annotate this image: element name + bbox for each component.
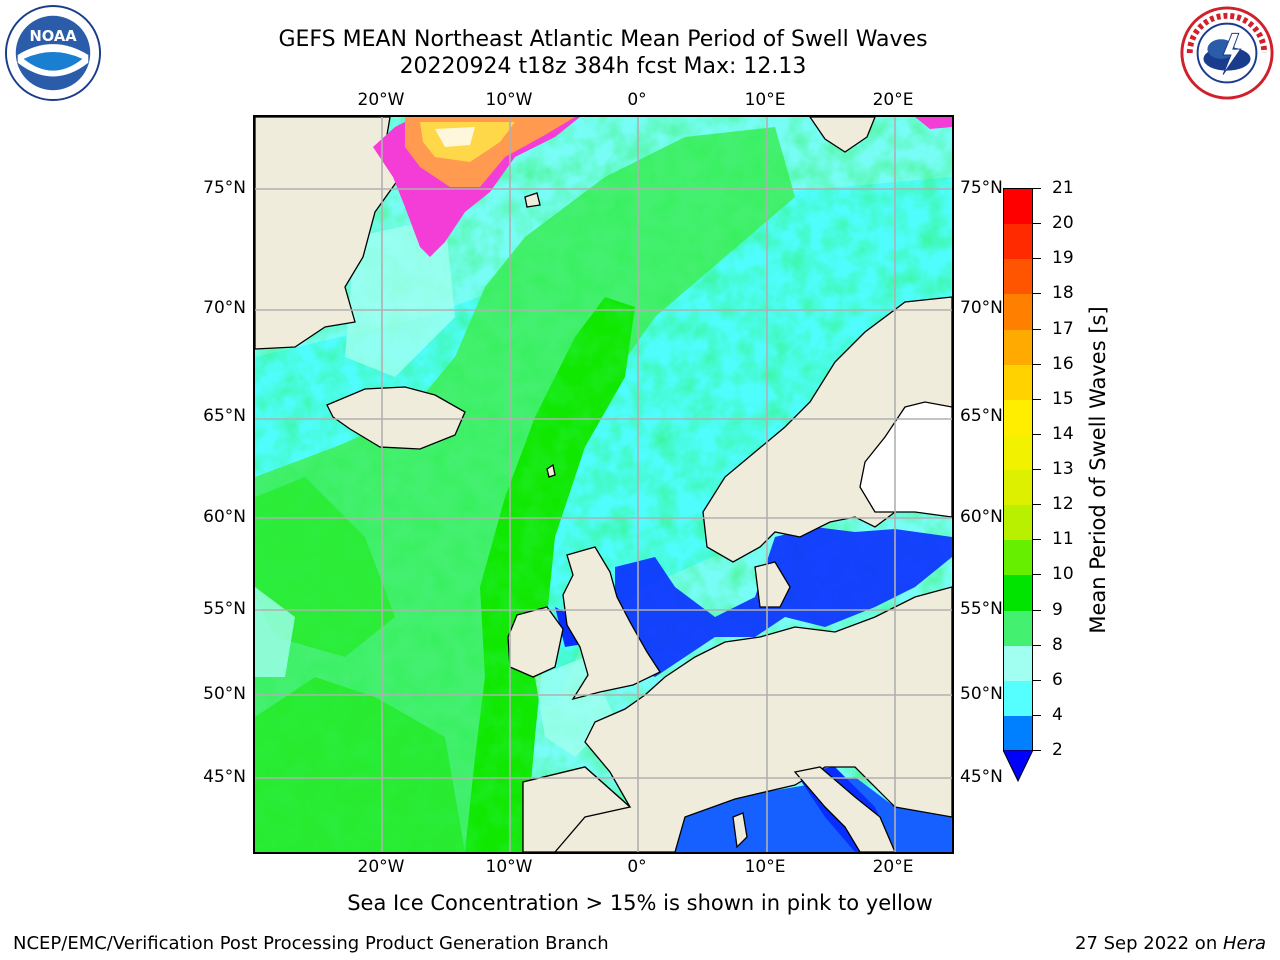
lat-label-right-65n: 65°N <box>960 406 1003 426</box>
colorbar-tick-mark <box>1033 539 1041 541</box>
lat-label-left-60n: 60°N <box>203 507 246 527</box>
colorbar-tick-label: 14 <box>1052 423 1074 444</box>
colorbar-tick-label: 12 <box>1052 494 1074 515</box>
colorbar-tick-mark <box>1033 293 1041 295</box>
swell-period-map <box>255 117 952 852</box>
lat-label-right-70n: 70°N <box>960 298 1003 318</box>
lat-label-left-65n: 65°N <box>203 406 246 426</box>
lon-label-bottom-10w: 10°W <box>485 857 533 877</box>
colorbar-tick-mark <box>1033 433 1041 435</box>
colorbar-band <box>1004 399 1032 436</box>
colorbar-band <box>1004 294 1032 330</box>
iberia <box>522 766 632 852</box>
lat-label-left-75n: 75°N <box>203 178 246 198</box>
colorbar-under-triangle <box>1003 750 1033 782</box>
colorbar <box>1003 188 1033 752</box>
colorbar-tick-mark <box>1033 504 1041 506</box>
footer-date: 27 Sep 2022 on Hera <box>1075 933 1266 954</box>
ireland <box>507 606 564 678</box>
lat-label-right-45n: 45°N <box>960 767 1003 787</box>
colorbar-tick-mark <box>1033 363 1041 365</box>
colorbar-band <box>1004 434 1032 471</box>
noaa-logo-icon: NOAA <box>4 4 102 102</box>
footer-host: Hera <box>1222 933 1266 954</box>
colorbar-tick-mark <box>1033 574 1041 576</box>
colorbar-tick-mark <box>1033 750 1041 751</box>
colorbar-tick-mark <box>1033 609 1041 611</box>
colorbar-tick-label: 20 <box>1052 213 1074 234</box>
colorbar-tick-label: 15 <box>1052 388 1074 409</box>
colorbar-tick-label: 10 <box>1052 564 1074 585</box>
colorbar-band <box>1004 329 1032 366</box>
nws-logo-icon <box>1179 5 1275 101</box>
sea-ice <box>373 117 952 257</box>
colorbar-tick-label: 19 <box>1052 248 1074 269</box>
colorbar-band <box>1004 470 1032 506</box>
lon-label-top-0: 0° <box>627 90 647 110</box>
colorbar-band <box>1004 505 1032 541</box>
colorbar-tick-mark <box>1033 188 1041 189</box>
colorbar-band <box>1004 575 1032 611</box>
lon-label-top-10e: 10°E <box>744 90 786 110</box>
sea-ice-footnote: Sea Ice Concentration > 15% is shown in … <box>347 891 933 915</box>
colorbar-band <box>1004 364 1032 401</box>
colorbar-tick-label: 13 <box>1052 459 1074 479</box>
lon-label-top-10w: 10°W <box>485 90 533 110</box>
colorbar-band <box>1004 259 1032 295</box>
lat-label-right-55n: 55°N <box>960 599 1003 619</box>
chart-title: GEFS MEAN Northeast Atlantic Mean Period… <box>278 27 928 52</box>
footer-date-text: 27 Sep 2022 on <box>1075 933 1223 954</box>
lon-label-top-20e: 20°E <box>872 90 914 110</box>
italy <box>793 766 896 852</box>
lat-label-left-50n: 50°N <box>203 684 246 704</box>
land <box>255 117 952 852</box>
denmark <box>754 561 791 608</box>
colorbar-band <box>1004 645 1032 682</box>
colorbar-tick-label: 17 <box>1052 318 1074 339</box>
colorbar-tick-label: 6 <box>1052 669 1063 690</box>
colorbar-tick-mark <box>1033 714 1041 716</box>
lat-label-right-50n: 50°N <box>960 684 1003 704</box>
colorbar-tick-label: 2 <box>1052 740 1063 760</box>
lat-label-right-75n: 75°N <box>960 178 1003 198</box>
colorbar-tick-label: 9 <box>1052 599 1063 620</box>
colorbar-tick-mark <box>1033 644 1041 646</box>
graticule <box>255 117 952 852</box>
baltic-north-sea-shallow <box>615 527 952 677</box>
colorbar-tick-mark <box>1033 679 1041 681</box>
colorbar-tick-mark <box>1033 223 1041 225</box>
chart-subtitle: 20220924 t18z 384h fcst Max: 12.13 <box>399 54 807 79</box>
lat-label-left-45n: 45°N <box>203 767 246 787</box>
map-panel <box>253 115 954 854</box>
colorbar-tick-label: 16 <box>1052 353 1074 374</box>
colorbar-tick-mark <box>1033 469 1041 470</box>
lat-label-left-55n: 55°N <box>203 599 246 619</box>
colorbar-band <box>1004 540 1032 576</box>
colorbar-label: Mean Period of Swell Waves [s] <box>1086 306 1110 634</box>
colorbar-tick-label: 11 <box>1052 529 1074 550</box>
colorbar-tick-mark <box>1033 398 1041 400</box>
colorbar-band <box>1004 680 1032 717</box>
colorbar-tick-label: 8 <box>1052 634 1063 655</box>
colorbar-tick-mark <box>1033 328 1041 330</box>
colorbar-tick-label: 18 <box>1052 283 1074 304</box>
lat-label-left-70n: 70°N <box>203 298 246 318</box>
colorbar-tick-mark <box>1033 258 1041 260</box>
lon-label-bottom-0: 0° <box>627 857 647 877</box>
noaa-logo-text: NOAA <box>29 28 77 45</box>
colorbar-band <box>1004 189 1032 225</box>
lon-label-bottom-10e: 10°E <box>744 857 786 877</box>
iceland <box>326 386 466 450</box>
colorbar-tick-label: 21 <box>1052 178 1074 198</box>
footer-credit: NCEP/EMC/Verification Post Processing Pr… <box>13 933 609 954</box>
lon-label-top-20w: 20°W <box>357 90 405 110</box>
lat-label-right-60n: 60°N <box>960 507 1003 527</box>
colorbar-band <box>1004 715 1032 752</box>
colorbar-tick-label: 4 <box>1052 704 1063 725</box>
colorbar-band <box>1004 224 1032 260</box>
lon-label-bottom-20w: 20°W <box>357 857 405 877</box>
svalbard <box>809 117 876 153</box>
colorbar-band <box>1004 610 1032 647</box>
lon-label-bottom-20e: 20°E <box>872 857 914 877</box>
